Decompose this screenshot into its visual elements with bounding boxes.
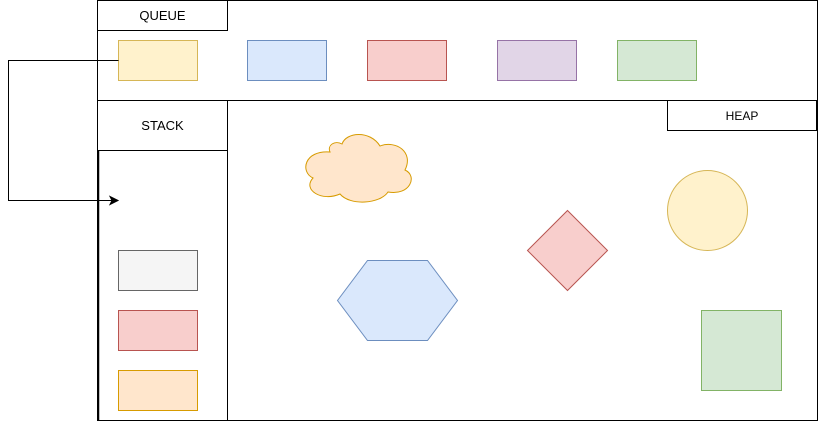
- heap-cloud-orange[interactable]: [305, 134, 412, 203]
- connector-arrowhead: [108, 195, 120, 206]
- stack-item-gray[interactable]: [118, 250, 198, 291]
- heap-label-box: [667, 100, 817, 131]
- queue-to-stack-connector[interactable]: [8, 60, 119, 201]
- heap-circle-yellow[interactable]: [667, 170, 748, 251]
- stack-label: STACK: [141, 118, 184, 133]
- queue-item-purple[interactable]: [497, 40, 577, 81]
- queue-label-box: [97, 0, 228, 31]
- queue-item-yellow[interactable]: [118, 40, 198, 81]
- stack-label-box: [97, 100, 228, 151]
- heap-square-green[interactable]: [701, 310, 782, 391]
- heap-hexagon-blue[interactable]: [336, 260, 459, 341]
- queue-item-blue[interactable]: [247, 40, 327, 81]
- queue-item-red[interactable]: [367, 40, 447, 81]
- stack-item-red[interactable]: [118, 310, 198, 351]
- heap-diamond-red[interactable]: [526, 209, 609, 292]
- heap-label: HEAP: [726, 109, 759, 123]
- queue-item-green[interactable]: [617, 40, 697, 81]
- queue-label: QUEUE: [139, 8, 186, 23]
- stack-item-orange[interactable]: [118, 370, 198, 411]
